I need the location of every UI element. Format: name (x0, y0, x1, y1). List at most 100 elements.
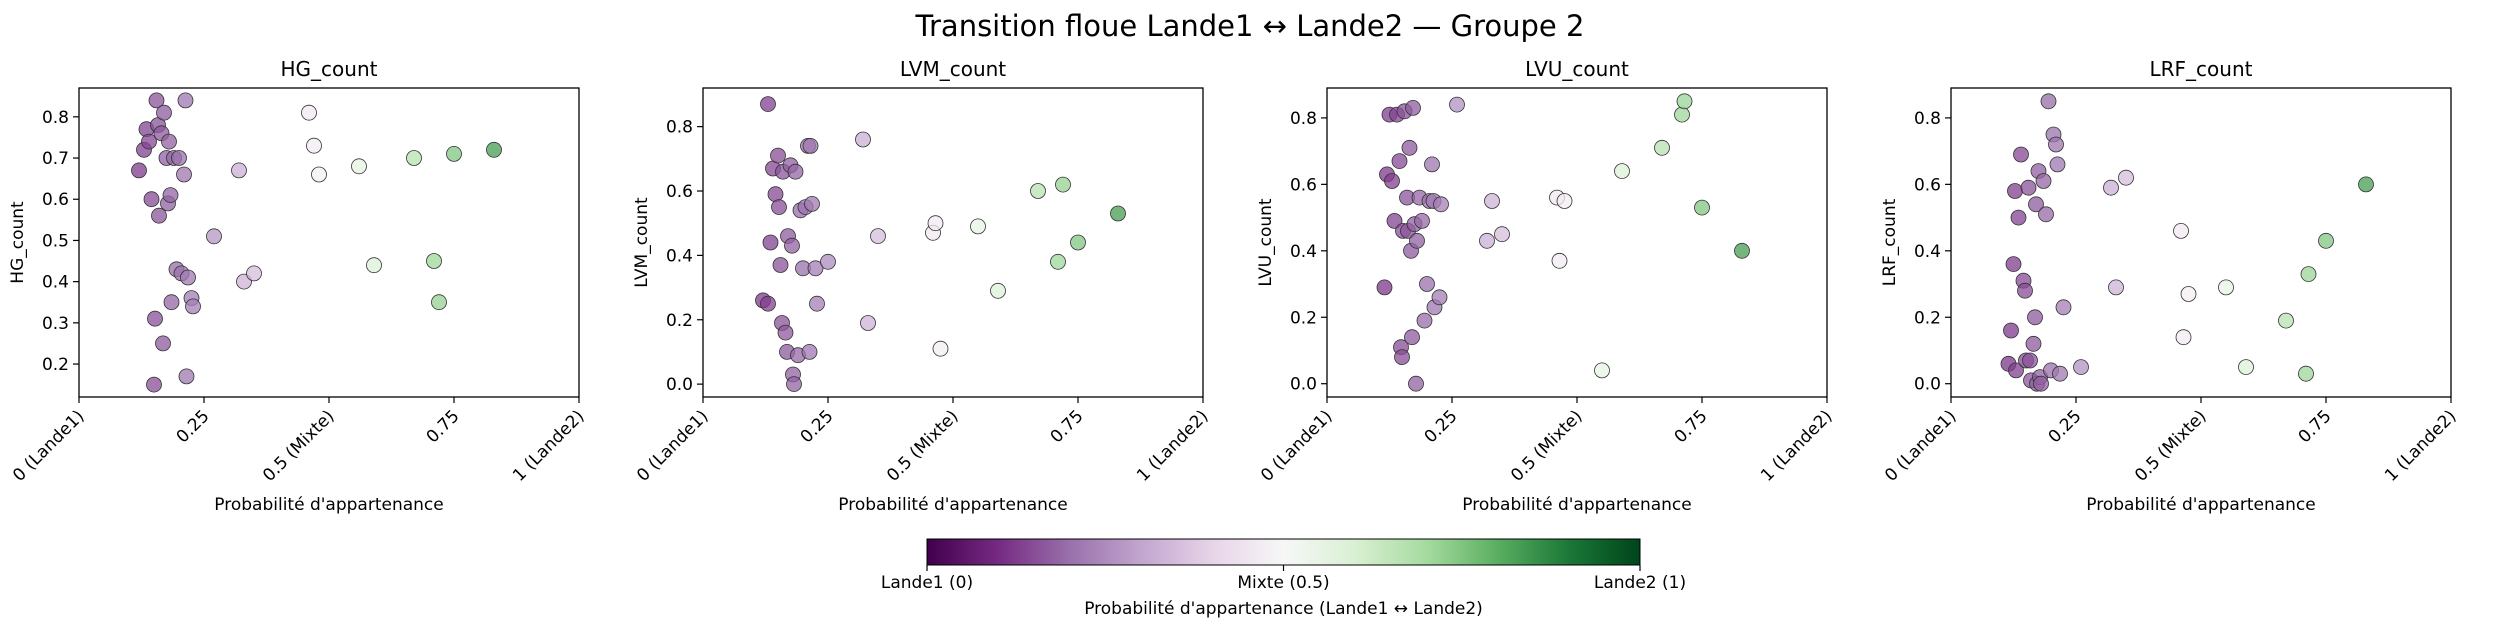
data-point (1030, 183, 1046, 199)
panel-title: LVU_count (1525, 57, 1629, 81)
data-point (1376, 279, 1393, 296)
colorbar-label: Probabilité d'appartenance (Lande1 ↔ Lan… (1084, 599, 1483, 619)
data-point (2278, 312, 2294, 329)
data-point (1414, 212, 1430, 229)
data-point (1494, 226, 1510, 243)
data-point (1110, 205, 1126, 222)
x-tick-label: 1 (Lande2) (509, 406, 588, 485)
data-point (176, 166, 192, 183)
y-tick-label: 0.4 (1914, 242, 1941, 262)
data-point (1405, 100, 1421, 116)
x-tick-label: 0.25 (1421, 406, 1462, 447)
data-point (2038, 206, 2054, 223)
data-point (2118, 169, 2134, 186)
y-tick-label: 0.2 (666, 311, 693, 331)
figure-title: Transition floue Lande1 ↔ Lande2 — Group… (915, 9, 1585, 43)
data-point (2358, 176, 2374, 193)
panel-3: LRF_count 0.0 0.2 0.4 0.6 0.8 0 (Lande1) 0.25 0.… (1880, 57, 2461, 515)
data-point (1614, 163, 1630, 180)
y-axis-label: LVU_count (1256, 198, 1276, 286)
data-point (446, 145, 462, 162)
panel-2: LVU_count 0.0 0.2 0.4 0.6 0.8 0 (Lande1) 0.25 0.… (1256, 57, 1837, 515)
data-point (177, 92, 194, 109)
x-tick-label: 1 (Lande2) (1133, 406, 1212, 485)
x-tick-label: 0 (Lande1) (1257, 406, 1336, 485)
data-point (770, 147, 786, 164)
y-tick-label: 0.3 (42, 314, 69, 334)
data-point (161, 133, 177, 150)
data-point (146, 376, 162, 393)
data-point (163, 294, 180, 311)
y-tick-label: 0.4 (1290, 242, 1317, 262)
data-point (180, 269, 196, 286)
x-tick-label: 0.75 (1671, 406, 1712, 447)
y-tick-label: 0.8 (1914, 109, 1941, 129)
y-tick-label: 0.4 (666, 246, 693, 266)
data-point (2180, 286, 2197, 302)
data-point (784, 237, 800, 254)
data-point (406, 150, 422, 166)
x-tick-label: 0.75 (423, 406, 464, 447)
x-tick-label: 0.75 (2295, 406, 2336, 447)
y-axis-label: LRF_count (1880, 198, 1900, 286)
data-point (777, 324, 794, 341)
data-point (2052, 365, 2068, 382)
x-tick-label: 0.5 (Mixte) (883, 406, 962, 485)
data-point (2003, 322, 2019, 339)
data-point (2028, 196, 2044, 213)
data-point (301, 104, 317, 121)
data-point (1674, 106, 1690, 123)
data-point (185, 298, 201, 315)
y-tick-label: 0.6 (42, 190, 69, 210)
y-tick-label: 0.5 (42, 231, 69, 251)
data-point (2013, 146, 2029, 163)
data-point (2055, 299, 2072, 316)
data-point (141, 133, 157, 150)
data-point (171, 150, 187, 166)
y-tick-label: 0.6 (666, 182, 693, 202)
data-point (426, 253, 442, 269)
x-tick-label: 0.25 (173, 406, 214, 447)
data-point (366, 257, 382, 274)
data-point (2027, 309, 2043, 326)
y-tick-label: 0.2 (42, 355, 69, 375)
data-point (2073, 359, 2089, 376)
y-tick-label: 0.6 (1914, 175, 1941, 195)
data-point (155, 335, 171, 352)
data-point (231, 162, 247, 179)
colorbar-tick-label: Lande1 (0) (881, 573, 973, 593)
y-tick-label: 0.2 (1914, 308, 1941, 328)
y-tick-label: 0.8 (42, 108, 69, 128)
data-point (2103, 179, 2119, 196)
y-axis-label: HG_count (8, 201, 28, 284)
data-point (2020, 179, 2037, 196)
y-tick-label: 0.0 (666, 375, 693, 395)
panel-title: HG_count (281, 57, 378, 81)
data-point (1449, 96, 1465, 113)
data-point (2173, 222, 2189, 239)
data-point (1431, 289, 1448, 306)
data-point (1479, 232, 1495, 249)
data-point (2040, 93, 2057, 110)
data-point (2048, 136, 2064, 153)
data-point (1654, 139, 1670, 156)
colorbar-tick-label: Mixte (0.5) (1237, 573, 1329, 593)
data-point (147, 310, 163, 327)
data-point (2033, 375, 2049, 392)
data-point (1551, 252, 1568, 269)
data-point (820, 253, 836, 270)
colorbar: Lande1 (0) Mixte (0.5) Lande2 (1) Probabili… (881, 538, 1686, 619)
data-point (760, 295, 776, 312)
data-point (809, 295, 825, 312)
data-point (855, 131, 871, 148)
data-point (2010, 209, 2027, 226)
data-point (804, 195, 820, 212)
data-point (1394, 349, 1410, 366)
data-point (1676, 93, 1693, 110)
axes-frame (1950, 87, 2452, 398)
data-point (771, 199, 787, 216)
data-point (2218, 279, 2234, 296)
data-point (1734, 242, 1750, 259)
x-axis-label: Probabilité d'appartenance (838, 495, 1067, 515)
